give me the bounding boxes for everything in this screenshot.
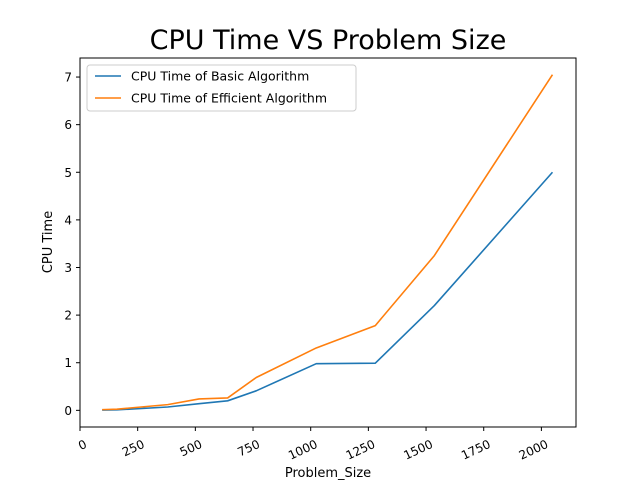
- x-tick-label: 1750: [459, 437, 493, 463]
- x-tick-label: 1250: [344, 437, 378, 463]
- y-tick-label: 3: [64, 261, 72, 275]
- y-tick-label: 4: [64, 213, 72, 227]
- legend-label-0: CPU Time of Basic Algorithm: [131, 69, 309, 84]
- legend: CPU Time of Basic Algorithm CPU Time of E…: [86, 64, 357, 112]
- y-tick-label: 5: [64, 166, 72, 180]
- plot-area: [79, 57, 577, 428]
- x-tick-label: 500: [178, 437, 205, 459]
- y-axis: 0 1 2 3 4 5 6 7: [64, 71, 80, 418]
- y-tick-label: 6: [64, 118, 72, 132]
- legend-box: [86, 64, 357, 112]
- series-lines: [102, 74, 554, 411]
- y-tick-label: 7: [64, 71, 72, 85]
- x-tick-label: 250: [120, 437, 147, 459]
- x-axis-label: Problem_Size: [285, 466, 371, 480]
- y-tick-label: 1: [64, 356, 72, 370]
- x-axis: 0 250 500 750 1000 1250 1500 1750 2000: [76, 427, 550, 463]
- x-tick-label: 0: [76, 437, 89, 453]
- legend-label-1: CPU Time of Efficient Algorithm: [131, 91, 327, 106]
- series-line-0: [102, 171, 554, 411]
- x-tick-label: 1500: [401, 437, 435, 463]
- chart-title: CPU Time VS Problem Size: [150, 25, 507, 56]
- y-axis-label: CPU Time: [41, 211, 56, 273]
- y-tick-label: 2: [64, 309, 72, 323]
- x-tick-label: 2000: [517, 437, 551, 463]
- series-line-1: [102, 74, 554, 411]
- y-tick-label: 0: [64, 404, 72, 418]
- x-tick-label: 1000: [286, 437, 320, 463]
- x-tick-label: 750: [235, 437, 262, 459]
